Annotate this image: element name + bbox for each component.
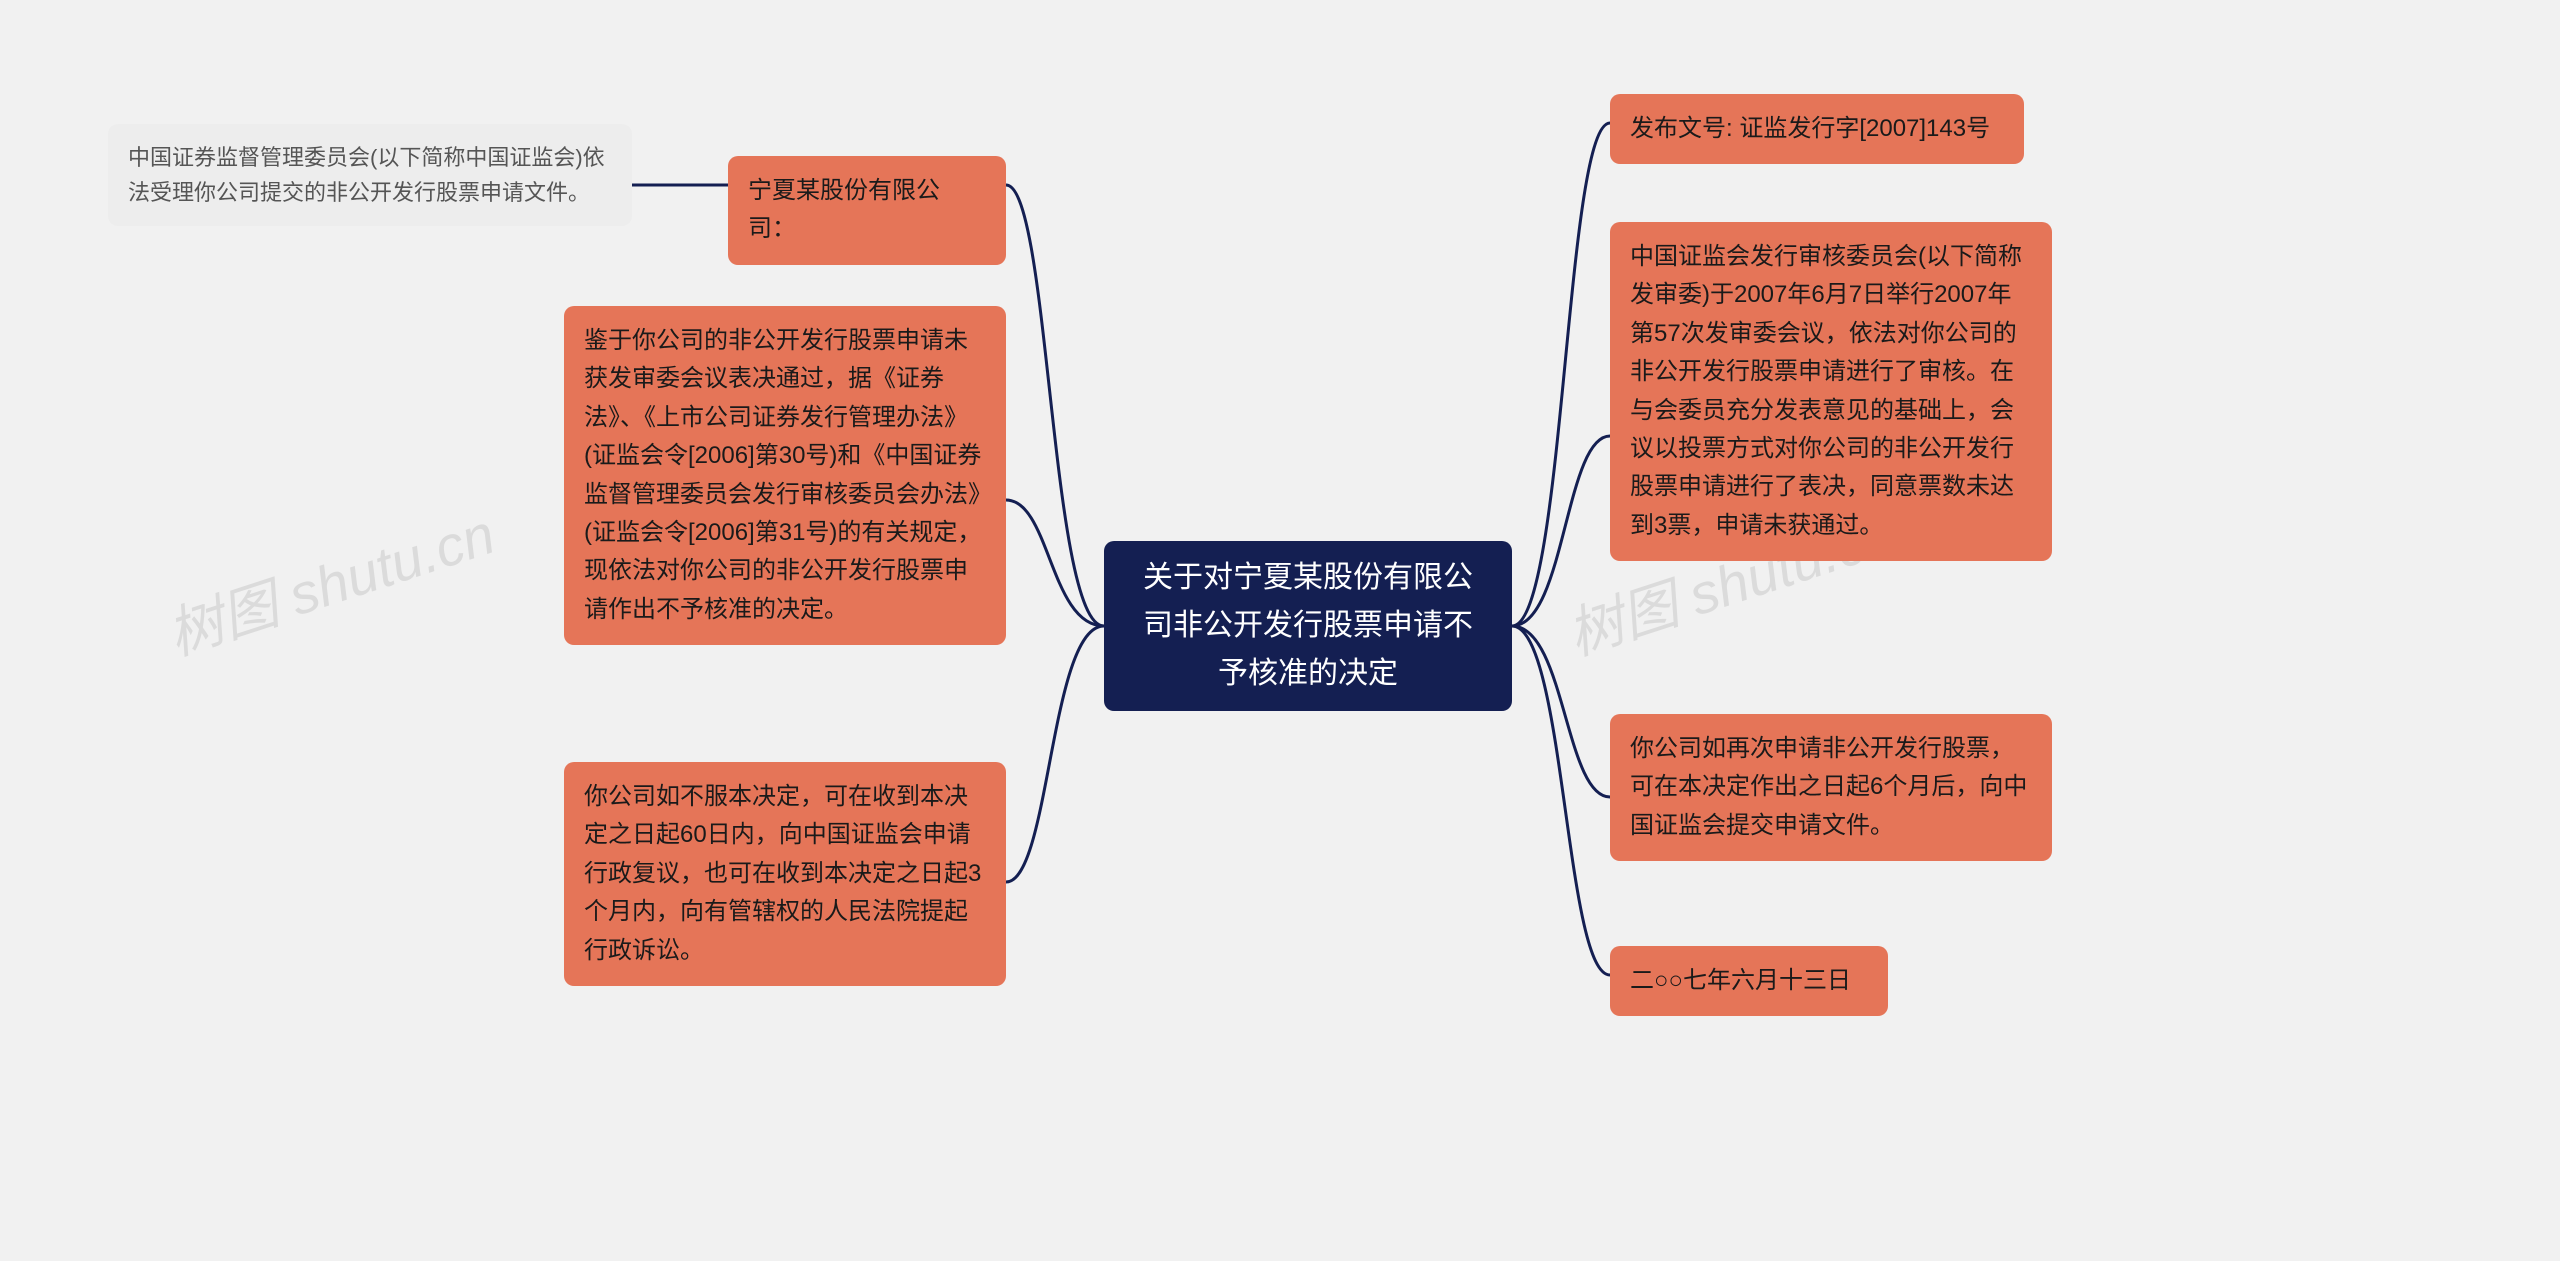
right-node-2[interactable]: 中国证监会发行审核委员会(以下简称发审委)于2007年6月7日举行2007年第5… [1610,222,2052,561]
center-node[interactable]: 关于对宁夏某股份有限公司非公开发行股票申请不予核准的决定 [1104,541,1512,711]
mindmap-canvas: 树图 shutu.cn 树图 shutu.cn 关于对宁夏某股份有限公司非公开发… [0,0,2560,1261]
left-node-1[interactable]: 宁夏某股份有限公司： [728,156,1006,265]
left-node-2[interactable]: 鉴于你公司的非公开发行股票申请未获发审委会议表决通过，据《证券法》、《上市公司证… [564,306,1006,645]
left-node-3[interactable]: 你公司如不服本决定，可在收到本决定之日起60日内，向中国证监会申请行政复议，也可… [564,762,1006,986]
watermark: 树图 shutu.cn [156,490,504,672]
right-node-3[interactable]: 你公司如再次申请非公开发行股票，可在本决定作出之日起6个月后，向中国证监会提交申… [1610,714,2052,861]
right-node-1[interactable]: 发布文号: 证监发行字[2007]143号 [1610,94,2024,164]
right-node-4[interactable]: 二○○七年六月十三日 [1610,946,1888,1016]
left-node-1-child[interactable]: 中国证券监督管理委员会(以下简称中国证监会)依法受理你公司提交的非公开发行股票申… [108,124,632,226]
